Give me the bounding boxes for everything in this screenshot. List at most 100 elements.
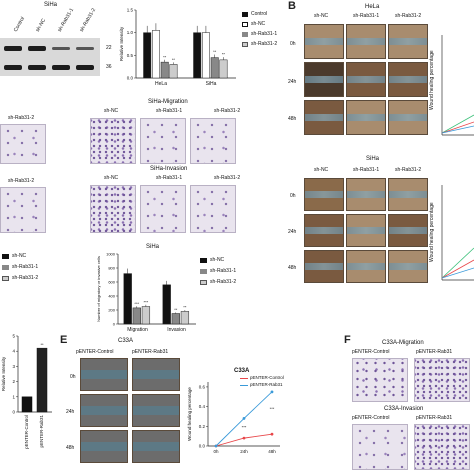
bar xyxy=(141,306,151,325)
overexpression-intensity-chart: 0 1 2 3 4 5 pENTER-Control pENTER-Rab31 ** Relati… xyxy=(1,334,52,449)
knockdown-intensity-chart: ** ** HeLa ** ** SiHa 0.0 0.5 1.0 1.5 Relative Int… xyxy=(119,8,236,87)
y-tick-label: 1000 xyxy=(106,252,116,257)
legend-swatch xyxy=(200,280,207,285)
hela-col-headers: sh-NC sh-Rab31-1 sh-Rab31-2 xyxy=(306,13,436,21)
col-header: pENTER-Control xyxy=(352,415,390,421)
legend-swatch xyxy=(240,378,248,379)
transwell-image xyxy=(90,118,136,164)
blot-band xyxy=(76,65,94,70)
blot-band xyxy=(28,46,46,51)
y-axis-label: Relative Intensity xyxy=(1,356,6,391)
col-header: sh-NC xyxy=(314,167,329,173)
y-tick-label: 0.4 xyxy=(199,404,206,409)
y-tick-label: 0.2 xyxy=(199,424,206,429)
lane-label-control: Control xyxy=(12,16,27,33)
wound-image xyxy=(304,178,344,211)
panel-letter-f: F xyxy=(344,334,351,346)
col-header: pENTER-Rab31 xyxy=(416,349,453,355)
x-tick-label: 48h xyxy=(268,449,276,454)
bar xyxy=(36,347,48,413)
y-tick-label: 0.5 xyxy=(127,53,134,58)
significance-label: ** xyxy=(174,307,178,312)
legend-label: sh-Rab31-1 xyxy=(251,31,278,37)
wound-image xyxy=(80,394,128,427)
col-header: sh-Rab31-1 xyxy=(156,175,183,181)
significance-label: ** xyxy=(213,49,217,54)
transwell-image xyxy=(140,185,186,233)
blot-band xyxy=(76,47,94,50)
x-tick-label: HeLa xyxy=(155,81,167,87)
y-tick-label: 0.6 xyxy=(199,384,206,389)
siha-wound-chart-crop xyxy=(441,185,474,281)
series-line xyxy=(441,114,474,134)
legend-label: sh-Rab31-1 xyxy=(210,268,237,274)
bar xyxy=(193,32,202,79)
row-label: 0h xyxy=(290,193,296,199)
legend-swatch xyxy=(200,258,207,263)
transwell-image xyxy=(90,185,136,233)
y-tick-label: 1.0 xyxy=(127,30,134,35)
transwell-image xyxy=(190,118,236,164)
y-tick-label: 0.0 xyxy=(199,444,206,449)
legend-swatch xyxy=(242,42,248,47)
row-label: 0h xyxy=(290,41,296,47)
data-point xyxy=(214,444,218,448)
hela-wound-chart-crop xyxy=(441,35,474,136)
blot-band xyxy=(52,65,70,70)
c33a-chart-title: C33A xyxy=(234,368,250,374)
blot-band xyxy=(4,46,22,51)
wound-image xyxy=(388,24,428,59)
left-col-header: sh-Rab31-2 xyxy=(8,115,35,121)
wound-image xyxy=(80,358,128,391)
legend-swatch xyxy=(242,22,248,27)
blot-cell-line: SiHa xyxy=(44,2,58,8)
c33a-title: C33A xyxy=(118,338,134,344)
wound-image xyxy=(80,430,128,463)
legend-swatch xyxy=(242,32,248,37)
legend-swatch xyxy=(200,269,207,274)
row-label: 24h xyxy=(288,79,297,85)
significance-label: ** xyxy=(40,342,44,347)
wound-image xyxy=(388,62,428,97)
wound-image xyxy=(346,24,386,59)
siha-invasion-title: SiHa-Invasion xyxy=(150,166,188,172)
col-header: sh-NC xyxy=(104,108,119,114)
col-header: pENTER-Control xyxy=(352,349,390,355)
siha-migration-title: SiHa-Migration xyxy=(148,99,188,105)
transwell-image xyxy=(140,118,186,164)
transwell-image xyxy=(352,358,408,402)
significance-label: *** xyxy=(242,424,247,429)
row-label: 24h xyxy=(66,409,75,415)
y-tick-label: 3 xyxy=(12,364,15,369)
wound-image xyxy=(346,62,386,97)
x-tick-label: Migration xyxy=(127,327,148,333)
wound-image xyxy=(304,24,344,59)
significance-label: ** xyxy=(163,54,167,59)
col-header: sh-Rab31-2 xyxy=(395,167,422,173)
x-tick-label: pENTER-Control xyxy=(24,415,29,449)
significance-label: ** xyxy=(183,305,187,310)
y-tick-label: 200 xyxy=(108,308,115,313)
legend-label: pENTER-Rab31 xyxy=(250,382,283,387)
blot-lane-labels: Control sh-NC sh-Rab31-1 sh-Rab31-2 xyxy=(13,7,108,38)
hela-title: HeLa xyxy=(365,4,380,10)
panel-letter-b: B xyxy=(288,0,296,12)
wound-image xyxy=(132,430,180,463)
series-line xyxy=(441,121,474,134)
y-axis-label: Relative Intensity xyxy=(119,26,124,61)
col-header: pENTER-Rab31 xyxy=(416,415,453,421)
col-header: sh-Rab31-1 xyxy=(353,167,380,173)
x-tick-label: 0h xyxy=(213,449,219,454)
bar xyxy=(160,61,169,79)
legend-label: sh-Rab31-1 xyxy=(12,264,39,270)
series-line xyxy=(441,259,474,279)
y-tick-label: 600 xyxy=(108,280,115,285)
data-point xyxy=(270,390,274,394)
wound-image xyxy=(388,100,428,135)
y-tick-label: 800 xyxy=(108,266,115,271)
wound-image xyxy=(388,250,428,283)
y-tick-label: 0 xyxy=(113,322,116,327)
row-label: 48h xyxy=(288,116,297,122)
lane-label-sh-rab31-1: sh-Rab31-1 xyxy=(56,7,76,33)
c33a-wound-line-chart: 0.0 0.2 0.4 0.6 0h 24h 48h *** *** Wound healing … xyxy=(187,382,280,454)
